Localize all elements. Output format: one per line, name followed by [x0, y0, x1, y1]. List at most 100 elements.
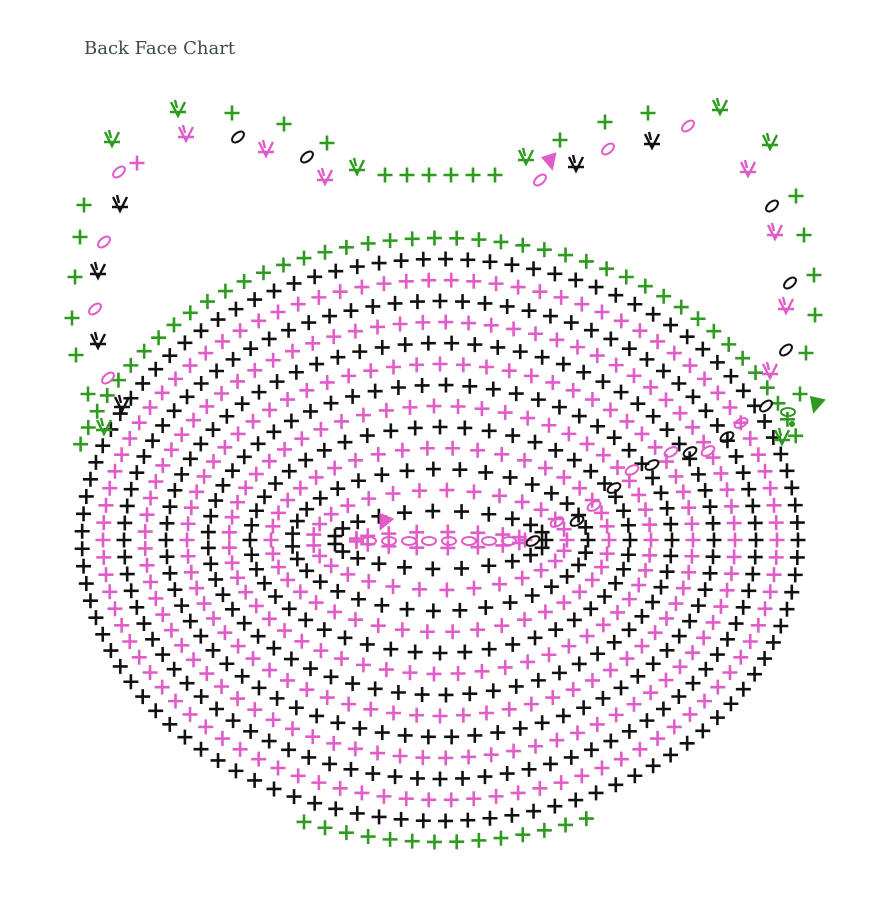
sc-stitch — [709, 710, 725, 726]
sc-stitch — [214, 731, 230, 747]
sc-stitch — [143, 490, 159, 506]
sc-stitch — [653, 579, 669, 595]
sc-stitch — [536, 242, 552, 258]
sc-stitch — [313, 643, 329, 659]
sc-stitch — [663, 317, 679, 333]
sc-stitch — [555, 356, 571, 372]
sc-stitch — [571, 557, 587, 573]
chain-stitch — [549, 516, 565, 528]
sc-stitch — [510, 279, 526, 295]
sc-stitch — [733, 649, 749, 665]
sc-stitch — [779, 411, 795, 427]
sc-stitch — [74, 523, 90, 539]
sc-stitch — [381, 526, 397, 542]
sc-stitch — [350, 591, 366, 607]
sc-stitch — [460, 812, 476, 828]
sc-stitch — [478, 600, 494, 616]
sc-stitch — [565, 682, 581, 698]
sc-stitch — [129, 465, 145, 481]
sc-stitch — [312, 516, 328, 532]
sc-stitch — [347, 323, 363, 339]
sc-stitch — [597, 589, 613, 604]
sc-stitch — [685, 419, 701, 435]
sc-stitch — [790, 532, 806, 548]
sc-stitch — [200, 540, 216, 556]
sc-stitch — [426, 834, 442, 850]
sc-stitch — [397, 727, 413, 743]
sc-stitch — [745, 498, 761, 514]
sc-stitch — [549, 732, 565, 748]
sc-stitch — [327, 460, 343, 476]
sc-stitch — [265, 518, 281, 534]
sc-stitch — [347, 741, 363, 757]
sc-stitch — [684, 516, 700, 532]
sc-stitch — [256, 575, 272, 591]
sc-stitch — [558, 247, 574, 263]
sc-stitch — [543, 485, 559, 501]
sc-stitch — [286, 275, 302, 291]
sc-stitch — [398, 791, 414, 807]
sc-stitch — [621, 442, 637, 458]
sc-stitch — [705, 549, 721, 565]
sc-stitch — [679, 329, 695, 345]
sc-stitch — [457, 420, 473, 436]
sc-stitch — [515, 827, 531, 843]
sc-stitch — [158, 532, 174, 548]
sc-stitch — [219, 408, 235, 424]
sc-stitch — [613, 313, 629, 329]
sc-stitch — [769, 532, 785, 548]
sc-stitch — [481, 423, 497, 439]
sc-stitch — [723, 696, 739, 712]
sc-stitch — [123, 390, 139, 406]
sc-stitch — [620, 517, 636, 533]
sc-stitch — [294, 633, 310, 649]
sc-stitch — [374, 597, 390, 613]
sc-stitch — [367, 681, 383, 697]
sc-stitch — [595, 690, 611, 706]
sc-stitch — [183, 500, 199, 516]
sc-stitch — [280, 672, 296, 688]
sc-stitch — [508, 678, 524, 694]
sc-stitch — [630, 668, 646, 684]
sc-stitch — [499, 298, 515, 314]
sc-stitch — [590, 646, 606, 662]
sc-stitch — [281, 742, 297, 758]
sc-stitch — [280, 392, 296, 408]
sc-stitch — [123, 583, 139, 599]
sc-stitch — [116, 532, 132, 548]
start-marker — [379, 512, 395, 531]
sc-stitch — [193, 375, 209, 391]
sc-stitch — [251, 313, 267, 329]
sc-stitch — [385, 486, 401, 502]
sc-stitch — [445, 440, 461, 456]
sc-stitch — [361, 491, 377, 507]
increase-stitch — [257, 139, 275, 159]
sc-stitch — [371, 255, 387, 271]
sc-stitch — [95, 626, 111, 642]
sc-stitch — [537, 604, 553, 620]
sc-stitch — [370, 319, 386, 335]
sc-stitch — [348, 531, 364, 547]
sc-stitch — [551, 399, 567, 415]
sc-stitch — [186, 412, 202, 428]
sc-stitch — [471, 832, 487, 848]
sc-stitch — [608, 777, 624, 793]
sc-stitch — [399, 167, 415, 183]
sc-stitch — [517, 452, 532, 468]
sc-stitch — [511, 529, 527, 545]
sc-stitch — [330, 349, 346, 365]
sc-stitch — [768, 549, 784, 565]
sc-stitch — [779, 463, 795, 479]
sc-stitch — [350, 514, 366, 530]
chain-stitch — [681, 119, 695, 133]
chain-stitch — [759, 399, 773, 413]
sc-stitch — [766, 567, 782, 583]
sc-stitch — [647, 439, 663, 455]
sc-stitch — [317, 244, 333, 260]
sc-stitch — [327, 604, 343, 620]
sc-stitch — [465, 167, 481, 183]
sc-stitch — [415, 251, 431, 267]
sc-stitch — [547, 553, 563, 569]
sc-stitch — [360, 528, 376, 544]
sc-stitch — [454, 504, 470, 520]
